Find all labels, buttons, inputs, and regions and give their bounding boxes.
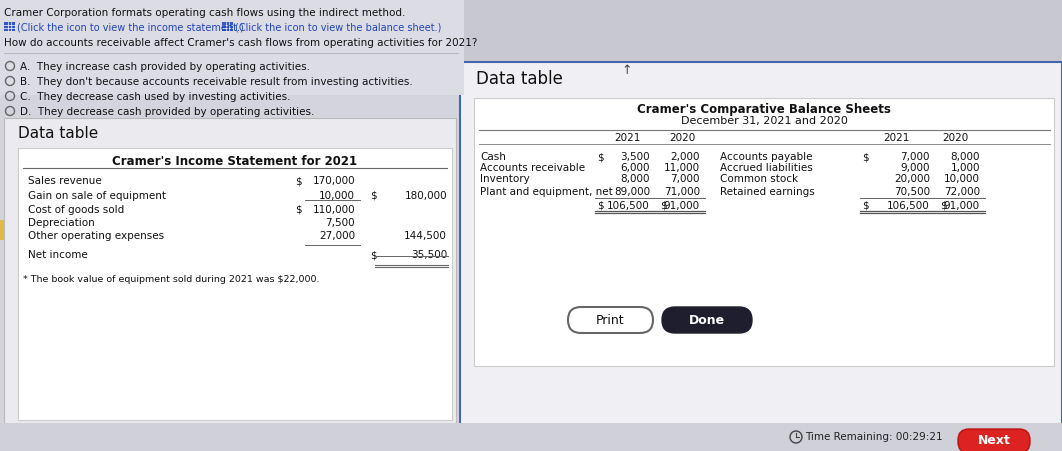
Text: Accounts receivable: Accounts receivable xyxy=(480,163,585,173)
Text: Cramer's Comparative Balance Sheets: Cramer's Comparative Balance Sheets xyxy=(637,103,891,116)
Text: 8,000: 8,000 xyxy=(620,174,650,184)
Bar xyxy=(4,22,15,31)
Text: 6,000: 6,000 xyxy=(620,163,650,173)
Text: $: $ xyxy=(295,176,302,186)
Text: Inventory: Inventory xyxy=(480,174,530,184)
Text: 3,500: 3,500 xyxy=(620,152,650,162)
Text: Common stock: Common stock xyxy=(720,174,799,184)
Text: 1,000: 1,000 xyxy=(950,163,980,173)
Text: 9,000: 9,000 xyxy=(901,163,930,173)
Text: C.  They decrease cash used by investing activities.: C. They decrease cash used by investing … xyxy=(20,92,291,102)
Text: 91,000: 91,000 xyxy=(944,201,980,211)
Text: 72,000: 72,000 xyxy=(944,187,980,197)
Text: (Click the icon to view the income statement.): (Click the icon to view the income state… xyxy=(17,22,244,32)
Text: Gain on sale of equipment: Gain on sale of equipment xyxy=(28,191,166,201)
Text: Data table: Data table xyxy=(18,126,99,141)
Bar xyxy=(0,220,4,240)
Text: 7,500: 7,500 xyxy=(325,218,355,228)
Text: * The book value of equipment sold during 2021 was $22,000.: * The book value of equipment sold durin… xyxy=(23,275,320,284)
Text: 71,000: 71,000 xyxy=(664,187,700,197)
Text: $: $ xyxy=(370,191,377,201)
Text: Time Remaining: 00:29:21: Time Remaining: 00:29:21 xyxy=(805,432,943,442)
Text: 2020: 2020 xyxy=(669,133,696,143)
Text: 91,000: 91,000 xyxy=(664,201,700,211)
Text: Other operating expenses: Other operating expenses xyxy=(28,231,165,241)
Text: (Click the icon to view the balance sheet.): (Click the icon to view the balance shee… xyxy=(235,22,442,32)
Text: Cost of goods sold: Cost of goods sold xyxy=(28,205,124,215)
Text: 7,000: 7,000 xyxy=(901,152,930,162)
Text: 144,500: 144,500 xyxy=(405,231,447,241)
Text: $: $ xyxy=(862,201,869,211)
Text: 106,500: 106,500 xyxy=(887,201,930,211)
Text: $: $ xyxy=(940,201,946,211)
Text: How do accounts receivable affect Cramer's cash flows from operating activities : How do accounts receivable affect Cramer… xyxy=(4,38,478,48)
Text: B.  They don't because accounts receivable result from investing activities.: B. They don't because accounts receivabl… xyxy=(20,77,413,87)
Text: 7,000: 7,000 xyxy=(670,174,700,184)
Bar xyxy=(4,118,456,429)
Text: 70,500: 70,500 xyxy=(894,187,930,197)
Text: Depreciation: Depreciation xyxy=(28,218,95,228)
Text: 2021: 2021 xyxy=(883,133,909,143)
Text: Data table: Data table xyxy=(476,70,563,88)
Text: 8,000: 8,000 xyxy=(950,152,980,162)
Text: Sales revenue: Sales revenue xyxy=(28,176,102,186)
Bar xyxy=(474,98,1054,366)
Text: 2021: 2021 xyxy=(614,133,640,143)
FancyBboxPatch shape xyxy=(662,307,752,333)
Text: $: $ xyxy=(862,152,869,162)
Text: D.  They decrease cash provided by operating activities.: D. They decrease cash provided by operat… xyxy=(20,107,314,117)
Text: 2020: 2020 xyxy=(942,133,969,143)
Text: December 31, 2021 and 2020: December 31, 2021 and 2020 xyxy=(681,116,847,126)
Text: Accounts payable: Accounts payable xyxy=(720,152,812,162)
Text: Print: Print xyxy=(596,313,624,327)
Text: $: $ xyxy=(597,152,603,162)
Text: 11,000: 11,000 xyxy=(664,163,700,173)
FancyBboxPatch shape xyxy=(568,307,653,333)
Text: Next: Next xyxy=(977,434,1010,447)
Text: Cramer's Income Statement for 2021: Cramer's Income Statement for 2021 xyxy=(113,155,358,168)
Bar xyxy=(0,423,1062,451)
Text: $: $ xyxy=(295,205,302,215)
Text: Retained earnings: Retained earnings xyxy=(720,187,815,197)
Text: 180,000: 180,000 xyxy=(405,191,447,201)
Text: $: $ xyxy=(370,250,377,260)
Bar xyxy=(0,0,464,451)
Text: 10,000: 10,000 xyxy=(319,191,355,201)
Text: 106,500: 106,500 xyxy=(607,201,650,211)
Text: A.  They increase cash provided by operating activities.: A. They increase cash provided by operat… xyxy=(20,62,310,72)
Text: Accrued liabilities: Accrued liabilities xyxy=(720,163,812,173)
Text: Cramer Corporation formats operating cash flows using the indirect method.: Cramer Corporation formats operating cas… xyxy=(4,8,406,18)
Text: $: $ xyxy=(660,201,667,211)
Text: 110,000: 110,000 xyxy=(312,205,355,215)
Bar xyxy=(222,22,233,31)
Text: 170,000: 170,000 xyxy=(312,176,355,186)
Text: 89,000: 89,000 xyxy=(614,187,650,197)
Text: Cash: Cash xyxy=(480,152,506,162)
Bar xyxy=(0,0,464,95)
Bar xyxy=(18,148,452,420)
Text: Done: Done xyxy=(689,313,725,327)
Text: Plant and equipment, net: Plant and equipment, net xyxy=(480,187,613,197)
Text: Net income: Net income xyxy=(28,250,88,260)
Bar xyxy=(460,62,1062,447)
FancyBboxPatch shape xyxy=(958,429,1030,451)
Text: 10,000: 10,000 xyxy=(944,174,980,184)
Text: ↑: ↑ xyxy=(621,64,632,77)
Text: 2,000: 2,000 xyxy=(670,152,700,162)
Text: 27,000: 27,000 xyxy=(319,231,355,241)
Text: $: $ xyxy=(597,201,603,211)
Text: 35,500: 35,500 xyxy=(411,250,447,260)
Text: 20,000: 20,000 xyxy=(894,174,930,184)
